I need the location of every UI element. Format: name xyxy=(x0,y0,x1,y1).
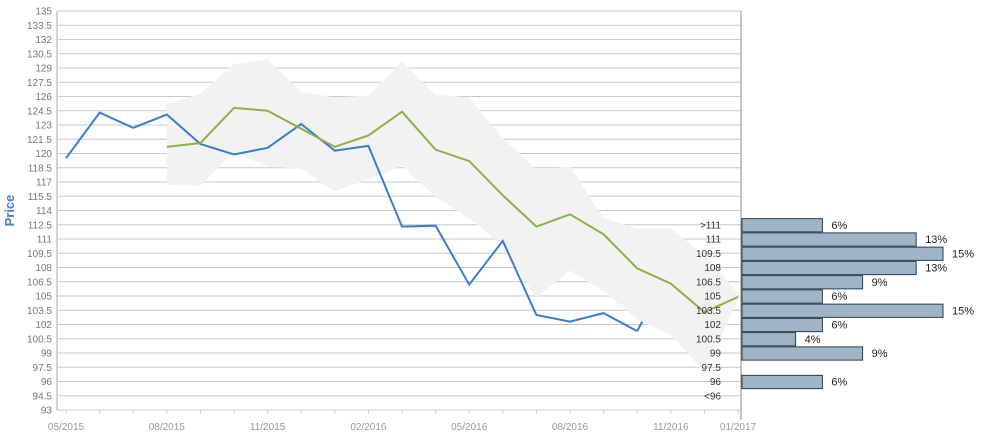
histogram-bar-value: 6% xyxy=(831,320,847,332)
y-tick-label: 123 xyxy=(35,121,52,132)
y-tick-label: 130.5 xyxy=(27,49,52,60)
histogram-bin-label: 96 xyxy=(710,377,722,388)
histogram-bar-value: 9% xyxy=(872,348,888,360)
histogram-bar xyxy=(741,246,944,261)
y-tick-label: 109.5 xyxy=(27,249,52,260)
histogram-bar-value: 15% xyxy=(952,248,974,260)
histogram-bar-value: 9% xyxy=(872,277,888,289)
y-tick-label: 99 xyxy=(41,349,53,360)
y-tick-label: 118.5 xyxy=(28,163,53,174)
y-tick-label: 100.5 xyxy=(27,334,52,345)
y-tick-label: 93 xyxy=(41,406,53,417)
y-tick-label: 120 xyxy=(35,149,52,160)
histogram-bar-value: 13% xyxy=(925,263,947,275)
distribution-histogram: >111 6% 111 13% 109.5 15% 108 13% 106.5 9% 105 6% 10… xyxy=(696,218,974,402)
histogram-bar xyxy=(741,218,823,233)
x-tick-label: 11/2016 xyxy=(653,422,689,433)
histogram-bar xyxy=(741,303,944,318)
histogram-bar-value: 13% xyxy=(925,234,947,246)
y-tick-label: 132 xyxy=(35,35,52,46)
histogram-bar xyxy=(741,275,864,290)
forecast-price-line xyxy=(166,106,739,314)
histogram-bar xyxy=(741,260,917,276)
histogram-bar xyxy=(741,346,864,361)
histogram-bar-value: 15% xyxy=(952,305,974,317)
histogram-bar xyxy=(741,289,823,304)
y-tick-label: 126 xyxy=(35,92,52,103)
y-axis-ticks: 135 133.5 132 130.5 129 127.5 126 124.5 123 121.5… xyxy=(27,7,52,417)
y-tick-label: 127.5 xyxy=(27,78,52,89)
forecast-band-area xyxy=(166,59,739,372)
histogram-bin-label: 108 xyxy=(704,263,721,274)
x-tick-label: 01/2017 xyxy=(720,422,757,433)
y-tick-label: 103.5 xyxy=(27,306,52,317)
histogram-bin-label: 100.5 xyxy=(696,334,721,345)
histogram-bin-label: 105 xyxy=(704,292,721,303)
y-tick-label: 108 xyxy=(35,263,52,274)
forecast-band xyxy=(166,59,739,372)
x-tick-label: 08/2015 xyxy=(149,422,186,433)
x-axis-ticks: 05/2015 08/2015 11/2015 02/2016 05/2016 08/20… xyxy=(48,410,757,433)
y-tick-label: 96 xyxy=(41,377,53,388)
histogram-bin-label: 103.5 xyxy=(696,306,721,317)
histogram-bin-label: 102 xyxy=(704,320,721,331)
y-tick-label: 94.5 xyxy=(33,391,53,402)
histogram-bar xyxy=(741,374,823,390)
y-tick-label: 121.5 xyxy=(27,135,52,146)
y-tick-label: 133.5 xyxy=(27,21,52,32)
histogram-bin-label: >111 xyxy=(700,220,721,231)
histogram-bar xyxy=(741,232,917,247)
y-tick-label: 106.5 xyxy=(27,277,52,288)
x-tick-label: 05/2015 xyxy=(48,422,85,433)
histogram-bar-value: 4% xyxy=(805,334,821,346)
x-tick-label: 08/2016 xyxy=(552,422,589,433)
y-tick-label: 115.5 xyxy=(28,192,53,203)
histogram-bin-label: 97.5 xyxy=(702,363,722,374)
y-tick-label: 114 xyxy=(36,206,52,217)
y-axis-label: Price xyxy=(2,195,17,227)
actual-price-line xyxy=(65,111,638,333)
histogram-bar xyxy=(741,332,797,347)
y-tick-label: 117 xyxy=(36,178,52,189)
x-tick-label: 02/2016 xyxy=(350,422,387,433)
histogram-bin-label: 111 xyxy=(706,235,722,246)
y-tick-label: 102 xyxy=(35,320,52,331)
histogram-bin-label: <96 xyxy=(704,391,721,402)
y-tick-label: 129 xyxy=(35,64,52,75)
y-tick-label: 105 xyxy=(35,292,52,303)
y-tick-label: 97.5 xyxy=(33,363,53,374)
histogram-bar-value: 6% xyxy=(831,377,847,389)
actual-price-tail xyxy=(636,321,644,332)
histogram-bar xyxy=(741,317,823,333)
y-tick-label: 112.5 xyxy=(28,220,53,231)
x-tick-label: 05/2016 xyxy=(451,422,488,433)
y-tick-label: 111 xyxy=(37,235,53,246)
histogram-bin-label: 109.5 xyxy=(696,249,721,260)
histogram-bar-value: 6% xyxy=(831,291,847,303)
y-tick-label: 135 xyxy=(35,7,52,18)
y-tick-label: 124.5 xyxy=(27,106,52,117)
price-series xyxy=(65,106,739,333)
chart-axes xyxy=(56,11,742,420)
histogram-bin-label: 99 xyxy=(710,349,722,360)
x-tick-label: 11/2015 xyxy=(250,422,286,433)
histogram-bin-label: 106.5 xyxy=(696,277,721,288)
histogram-bar-value: 6% xyxy=(831,220,847,232)
